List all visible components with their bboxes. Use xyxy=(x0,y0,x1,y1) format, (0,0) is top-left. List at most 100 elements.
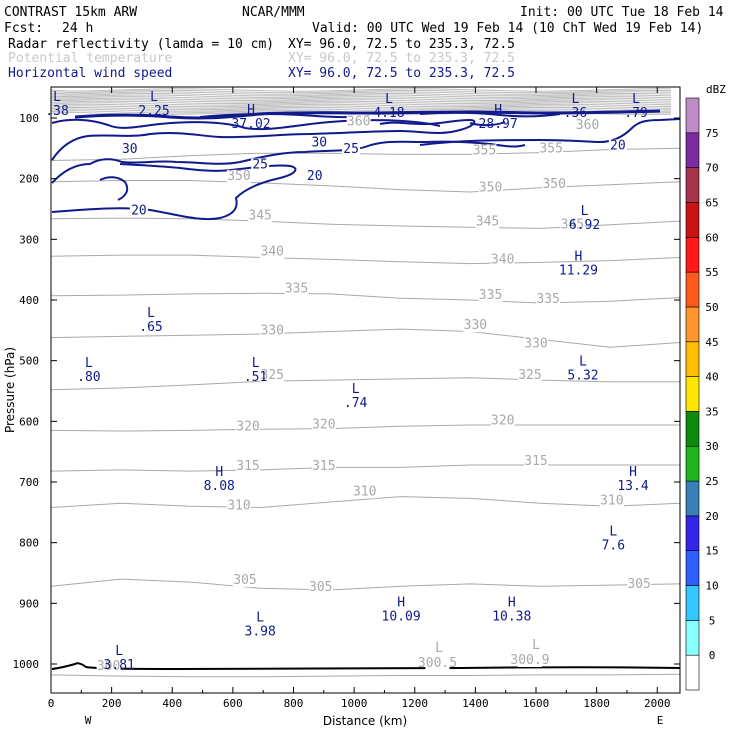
theta-label-bg xyxy=(475,215,500,229)
colorbar-swatch xyxy=(685,341,700,377)
extrema-high-marker: H xyxy=(629,465,637,480)
y-tick-label: 200 xyxy=(19,173,39,186)
theta-label-bg xyxy=(517,368,542,382)
x-axis-label: Distance (km) xyxy=(323,714,407,728)
theta-label-bg xyxy=(226,169,251,183)
extrema-low-marker: L xyxy=(385,92,393,107)
extrema-value: 13.4 xyxy=(617,479,648,494)
theta-label-bg xyxy=(352,485,377,499)
theta-contour-upper xyxy=(50,96,672,100)
wind-label: 20 xyxy=(610,139,626,154)
theta-label: 355 xyxy=(539,142,562,157)
theta-contour-upper xyxy=(50,88,672,92)
theta-label: 340 xyxy=(491,253,514,268)
extrema-value: .36 xyxy=(564,106,587,121)
extrema-low-marker: L xyxy=(532,638,540,653)
theta-label-bg xyxy=(260,368,285,382)
colorbar-swatch xyxy=(685,550,700,586)
extrema-low-marker: L xyxy=(632,92,640,107)
colorbar: 0 5 10 15 20 25 30 35 40 45 50 55 60 65 70 75 xyxy=(685,97,719,691)
extrema-value: .79 xyxy=(624,106,647,121)
theta-contour-350 xyxy=(50,180,681,193)
colorbar-swatch xyxy=(685,97,700,134)
extrema-high-marker: H xyxy=(215,465,223,480)
theta-label: 300.9 xyxy=(510,653,549,668)
extrema-low-marker: L xyxy=(581,204,589,219)
colorbar-level: 45 xyxy=(705,336,718,349)
colorbar-level: 55 xyxy=(705,266,718,279)
field-wind-xy: XY= 96.0, 72.5 to 235.3, 72.5 xyxy=(288,66,515,81)
extrema-value: .51 xyxy=(244,370,267,385)
wind-label-bg xyxy=(129,204,148,218)
colorbar-unit: dBZ xyxy=(706,83,726,96)
plot-frame xyxy=(50,86,681,694)
colorbar-level: 60 xyxy=(705,231,718,244)
extrema-value: 6.92 xyxy=(569,218,600,233)
theta-label: 360 xyxy=(576,118,599,133)
extrema-value: 8.08 xyxy=(204,479,235,494)
theta-contour-305 xyxy=(50,578,681,591)
model-name: CONTRAST 15km ARW xyxy=(4,5,137,20)
extrema-low-marker: L xyxy=(252,356,260,371)
theta-label: 330 xyxy=(524,336,547,351)
x-tick-label: 1000 xyxy=(341,697,368,710)
theta-contour-upper xyxy=(50,108,671,112)
colorbar-swatch xyxy=(685,515,700,552)
upper-theta-stack xyxy=(50,88,672,115)
wind-label: 25 xyxy=(343,142,359,157)
theta-label: 315 xyxy=(524,454,547,469)
theta-label: 345 xyxy=(476,214,499,229)
theta-contour-upper xyxy=(50,99,672,103)
extrema-value: .74 xyxy=(344,396,368,411)
x-tick-label: 600 xyxy=(223,697,243,710)
colorbar-level: 50 xyxy=(705,301,718,314)
theta-label-bg xyxy=(560,218,585,232)
theta-label: 345 xyxy=(561,217,584,232)
wind-label-bg xyxy=(120,143,139,157)
extrema-low-marker: L xyxy=(85,356,93,371)
wind-jet-inner-c xyxy=(469,121,506,127)
theta-label: 320 xyxy=(491,413,514,428)
theta-label: 335 xyxy=(536,292,559,307)
y-tick-label: 800 xyxy=(19,537,39,550)
x-tick-label: 200 xyxy=(102,697,122,710)
x-tick-label: 800 xyxy=(284,697,304,710)
extrema-value: .65 xyxy=(139,320,162,335)
west-label: W xyxy=(85,714,92,727)
wind-label: 20 xyxy=(307,169,323,184)
wind-label-bg xyxy=(342,143,361,157)
extrema-high-marker: H xyxy=(247,103,255,118)
theta-contour-310 xyxy=(50,496,681,508)
extrema-value: 5.32 xyxy=(567,369,598,384)
theta-label: 330 xyxy=(261,324,284,339)
colorbar-swatch xyxy=(685,445,700,482)
extrema-low-marker: L xyxy=(579,355,587,370)
theta-label-bg xyxy=(539,142,564,156)
colorbar-swatch xyxy=(685,376,700,412)
wind-contour-20-right xyxy=(419,118,681,146)
colorbar-level: 20 xyxy=(705,510,718,523)
theta-label-bg xyxy=(517,654,542,667)
extrema-value: 28.97 xyxy=(479,117,518,132)
fcst-label: Fcst: xyxy=(4,21,43,36)
theta-label: 300 xyxy=(97,659,120,674)
wind-label-bg xyxy=(251,158,270,172)
colorbar-level: 70 xyxy=(705,162,718,175)
wind-label-bg xyxy=(310,136,329,150)
theta-label: 350 xyxy=(479,180,502,195)
wind-label: 20 xyxy=(131,203,147,218)
theta-contour-300 xyxy=(50,673,681,678)
colorbar-swatch xyxy=(685,620,700,656)
terrain-surface xyxy=(51,662,681,671)
theta-contour-355 xyxy=(50,147,681,161)
theta-label-bg xyxy=(472,144,497,158)
extrema-low-marker: L xyxy=(352,382,360,397)
theta-contour-upper xyxy=(50,89,672,94)
theta-label: 355 xyxy=(473,143,496,158)
extrema-value: 37.02 xyxy=(231,117,270,132)
theta-label-bg xyxy=(490,414,515,428)
theta-label-bg xyxy=(478,288,503,302)
extrema-value: .38 xyxy=(45,104,68,119)
theta-label-bg xyxy=(536,293,561,307)
